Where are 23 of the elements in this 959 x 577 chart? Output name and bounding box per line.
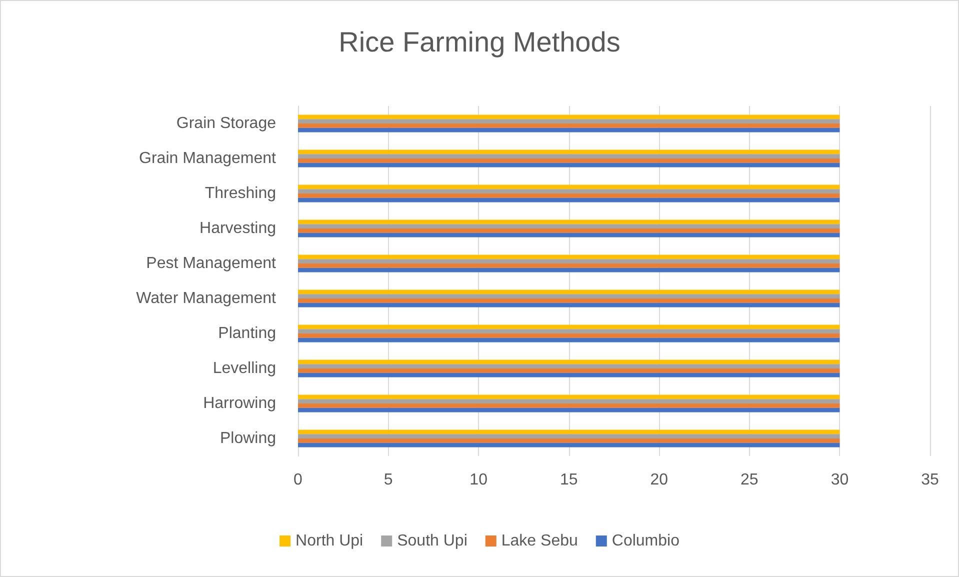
chart-title: Rice Farming Methods [338,26,620,58]
x-tick-label: 10 [470,472,488,488]
y-tick-label: Grain Storage [176,115,276,132]
x-tick-label: 20 [650,472,668,488]
legend-label: North Upi [296,532,364,550]
legend-label: South Upi [397,532,468,550]
y-tick-label: Harvesting [200,220,276,237]
y-tick-label: Levelling [212,360,276,377]
y-tick-label: Grain Management [139,150,277,167]
legend-label: Columbio [612,532,680,550]
x-tick-label: 0 [294,472,303,488]
y-tick-label: Threshing [204,185,276,202]
y-tick-label: Harrowing [203,395,276,412]
x-tick-label: 35 [921,472,939,488]
y-tick-label: Plowing [220,430,276,447]
x-tick-label: 5 [384,472,393,488]
y-tick-label: Planting [218,325,276,342]
x-tick-label: 30 [830,472,849,488]
legend-label: Lake Sebu [501,532,578,550]
x-tick-label: 25 [740,472,758,488]
y-tick-label: Pest Management [146,255,277,272]
y-tick-label: Water Management [136,290,277,307]
x-tick-label: 15 [560,472,578,488]
